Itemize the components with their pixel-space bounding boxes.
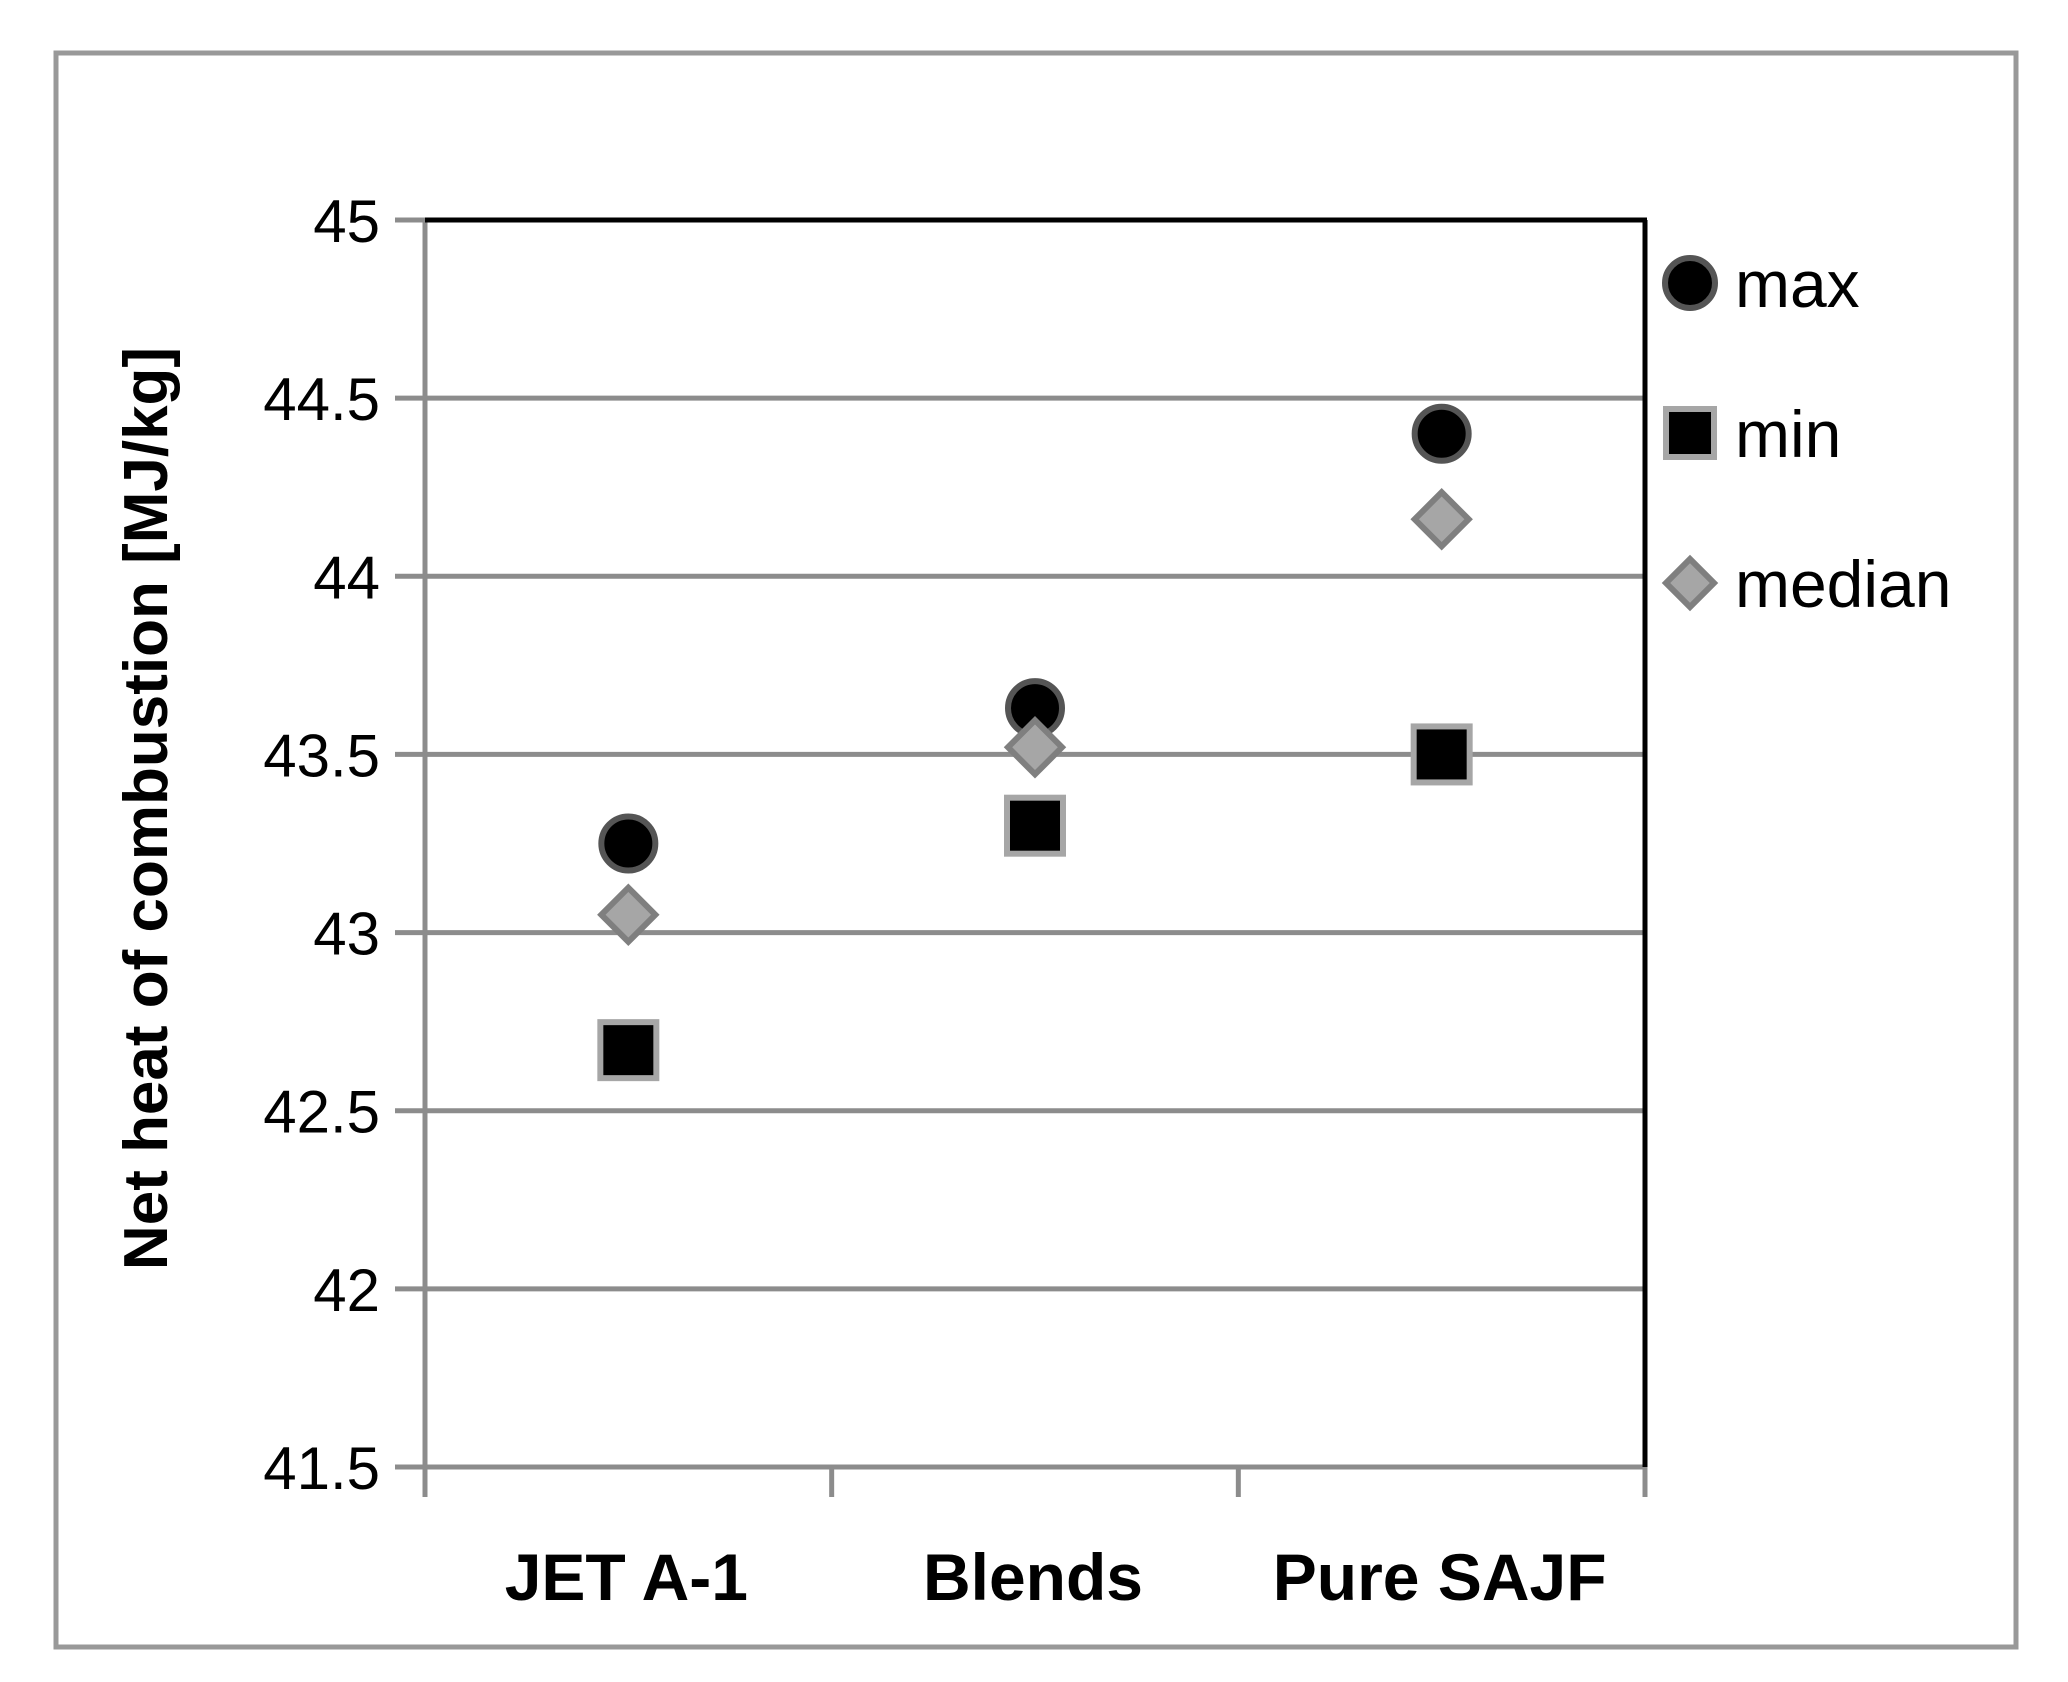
- legend-marker: [1663, 406, 1717, 460]
- legend-label: min: [1735, 397, 1841, 471]
- x-tick-label: JET A-1: [505, 1540, 748, 1614]
- point-min: [597, 1019, 660, 1082]
- y-tick-label: 42: [313, 1257, 380, 1324]
- legend: max min median: [1661, 247, 1951, 621]
- x-tick-label: Blends: [923, 1540, 1143, 1614]
- point-median: [597, 883, 660, 946]
- point-median: [1003, 716, 1067, 779]
- y-tick-label: 41.5: [263, 1435, 380, 1502]
- point-min: [1410, 723, 1473, 786]
- y-tick-label: 44: [313, 544, 380, 611]
- y-tick-label: 42.5: [263, 1079, 380, 1146]
- legend-label: median: [1735, 547, 1951, 621]
- legend-item-median: median: [1661, 547, 1951, 621]
- y-tick-label: 43: [313, 901, 380, 968]
- legend-item-max: max: [1662, 247, 1860, 321]
- x-tick-label: Pure SAJF: [1273, 1540, 1607, 1614]
- point-median: [1410, 488, 1473, 551]
- y-axis-title: Net heat of combustion [MJ/kg]: [112, 347, 181, 1270]
- plot-frame: [395, 217, 1648, 1497]
- y-tick-label: 45: [313, 188, 380, 255]
- point-min: [1004, 794, 1066, 857]
- data-points: [597, 403, 1473, 1082]
- x-tick-labels: JET A-1 Blends Pure SAJF: [505, 1540, 1607, 1614]
- point-max: [1411, 403, 1472, 464]
- legend-item-min: min: [1663, 397, 1841, 471]
- y-tick-label: 43.5: [263, 722, 380, 789]
- legend-label: max: [1735, 247, 1860, 321]
- y-tick-label: 44.5: [263, 366, 380, 433]
- legend-marker: [1661, 554, 1719, 612]
- point-max: [598, 813, 659, 874]
- y-tick-labels: 41.5 42 42.5 43 43.5 44 44.5 45: [263, 188, 380, 1502]
- legend-marker: [1662, 255, 1718, 311]
